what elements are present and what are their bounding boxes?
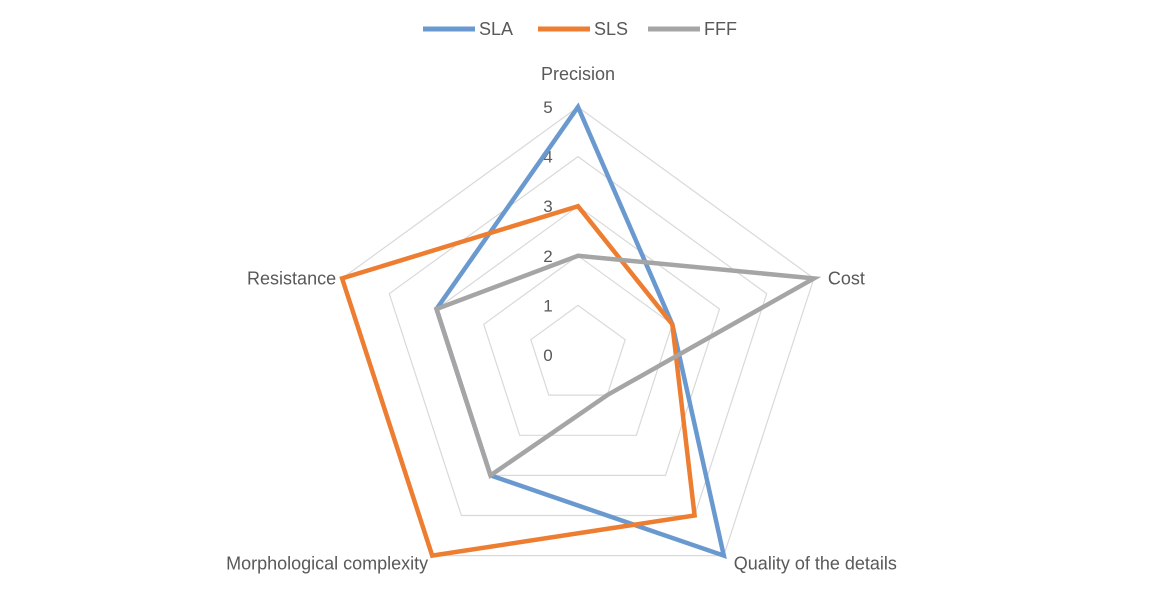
grid-ring-3 <box>435 205 721 476</box>
axis-label-4: Resistance <box>247 268 336 288</box>
tick-label: 1 <box>543 296 552 315</box>
grid-ring-1 <box>530 304 626 396</box>
series-group <box>339 102 822 560</box>
grid <box>341 106 815 557</box>
series-fff-line <box>433 253 822 479</box>
axis-label-0: Precision <box>541 64 615 84</box>
grid-ring-5 <box>341 106 815 557</box>
tick-label: 2 <box>543 247 552 266</box>
axis-label-3: Morphological complexity <box>226 554 428 574</box>
legend-label-fff: FFF <box>704 19 737 39</box>
axis-label-2: Quality of the details <box>734 554 897 574</box>
tick-label: 5 <box>543 98 552 117</box>
legend: SLA SLS FFF <box>423 19 737 39</box>
tick-label: 0 <box>543 346 552 365</box>
legend-label-sla: SLA <box>479 19 513 39</box>
axis-label-1: Cost <box>828 268 865 288</box>
axis-labels: Precision Cost Quality of the details Morph… <box>226 64 897 574</box>
series-sls-line <box>339 203 698 559</box>
tick-label: 3 <box>543 197 552 216</box>
tick-label: 4 <box>543 148 552 167</box>
tick-labels: 0 1 2 3 4 5 <box>543 98 552 365</box>
series-sla-line <box>434 102 727 560</box>
legend-label-sls: SLS <box>594 19 628 39</box>
grid-ring-2 <box>482 255 674 436</box>
